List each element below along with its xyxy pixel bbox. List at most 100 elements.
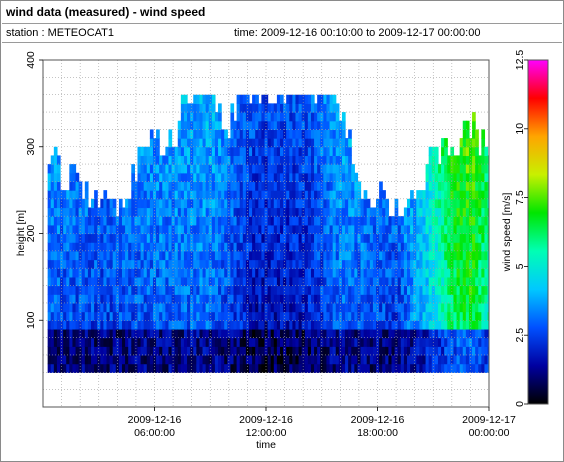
heatmap-cell	[338, 354, 343, 365]
heatmap-cell	[84, 190, 89, 200]
heatmap-cell	[205, 129, 210, 139]
heatmap-cell	[100, 242, 105, 252]
heatmap-cell	[335, 354, 340, 365]
heatmap-cell	[462, 259, 467, 269]
heatmap-cell	[180, 129, 185, 139]
heatmap-cell	[363, 276, 368, 287]
heatmap-cell	[450, 285, 455, 295]
heatmap-cell	[214, 233, 219, 243]
heatmap-cell	[205, 190, 210, 200]
heatmap-cell	[78, 346, 83, 356]
heatmap-cell	[183, 363, 188, 373]
heatmap-cell	[162, 250, 166, 261]
heatmap-cell	[69, 363, 74, 373]
heatmap-cell	[56, 181, 61, 191]
heatmap-cell	[202, 103, 207, 113]
heatmap-cell	[338, 346, 343, 356]
heatmap-cell	[233, 294, 238, 304]
heatmap-cell	[180, 311, 185, 321]
heatmap-cell	[264, 328, 269, 339]
heatmap-cell	[279, 311, 284, 321]
heatmap-cell	[128, 259, 132, 269]
heatmap-cell	[255, 346, 259, 356]
heatmap-cell	[289, 155, 293, 165]
heatmap-cell	[304, 337, 309, 347]
heatmap-cell	[314, 120, 318, 131]
heatmap-cell	[425, 224, 430, 235]
heatmap-cell	[149, 294, 154, 304]
heatmap-cell	[301, 94, 306, 104]
heatmap-cell	[218, 268, 222, 278]
heatmap-cell	[475, 346, 479, 356]
heatmap-cell	[441, 146, 445, 157]
heatmap-cell	[162, 346, 166, 356]
heatmap-cell	[143, 268, 148, 278]
heatmap-cell	[416, 207, 420, 217]
heatmap-cell	[468, 276, 473, 287]
heatmap-cell	[472, 320, 476, 330]
heatmap-cell	[156, 328, 160, 339]
heatmap-cell	[109, 268, 114, 278]
heatmap-cell	[391, 337, 396, 347]
heatmap-cell	[481, 346, 486, 356]
heatmap-cell	[81, 294, 86, 304]
heatmap-cell	[125, 337, 129, 347]
heatmap-cell	[249, 259, 253, 269]
heatmap-cell	[465, 224, 470, 235]
heatmap-cell	[60, 268, 64, 278]
heatmap-cell	[196, 172, 201, 183]
heatmap-cell	[354, 311, 359, 321]
heatmap-cell	[196, 181, 201, 191]
heatmap-cell	[109, 302, 114, 313]
heatmap-cell	[230, 181, 235, 191]
heatmap-cell	[118, 207, 123, 217]
heatmap-cell	[162, 320, 166, 330]
heatmap-cell	[292, 328, 297, 339]
heatmap-cell	[193, 294, 197, 304]
heatmap-cell	[242, 320, 247, 330]
heatmap-cell	[162, 190, 166, 200]
heatmap-cell	[270, 190, 275, 200]
heatmap-cell	[320, 276, 324, 287]
heatmap-cell	[341, 190, 346, 200]
heatmap-cell	[317, 224, 321, 235]
heatmap-cell	[245, 112, 250, 122]
heatmap-cell	[91, 259, 95, 269]
heatmap-cell	[487, 242, 489, 252]
heatmap-cell	[416, 363, 420, 373]
heatmap-cell	[72, 363, 77, 373]
heatmap-cell	[434, 164, 439, 174]
heatmap-cell	[193, 94, 197, 104]
heatmap-cell	[140, 354, 145, 365]
heatmap-cell	[56, 207, 61, 217]
heatmap-cell	[335, 138, 340, 148]
heatmap-cell	[146, 311, 151, 321]
heatmap-cell	[428, 276, 433, 287]
heatmap-cell	[193, 354, 197, 365]
heatmap-cell	[267, 268, 272, 278]
heatmap-cell	[211, 363, 216, 373]
heatmap-cell	[252, 268, 256, 278]
heatmap-cell	[314, 103, 318, 113]
heatmap-cell	[301, 190, 306, 200]
heatmap-cell	[100, 268, 105, 278]
heatmap-cell	[109, 346, 114, 356]
heatmap-cell	[47, 268, 52, 278]
heatmap-cell	[193, 155, 197, 165]
heatmap-cell	[211, 138, 216, 148]
heatmap-cell	[190, 198, 194, 209]
heatmap-cell	[56, 259, 61, 269]
heatmap-cell	[465, 294, 470, 304]
heatmap-cell	[276, 233, 281, 243]
heatmap-cell	[444, 172, 448, 183]
heatmap-cell	[208, 268, 213, 278]
heatmap-cell	[190, 155, 194, 165]
heatmap-cell	[366, 233, 371, 243]
heatmap-cell	[434, 328, 439, 339]
heatmap-cell	[69, 346, 74, 356]
heatmap-cell	[295, 94, 300, 104]
heatmap-cell	[187, 103, 191, 113]
heatmap-cell	[444, 250, 448, 261]
heatmap-cell	[341, 155, 346, 165]
heatmap-cell	[453, 198, 458, 209]
